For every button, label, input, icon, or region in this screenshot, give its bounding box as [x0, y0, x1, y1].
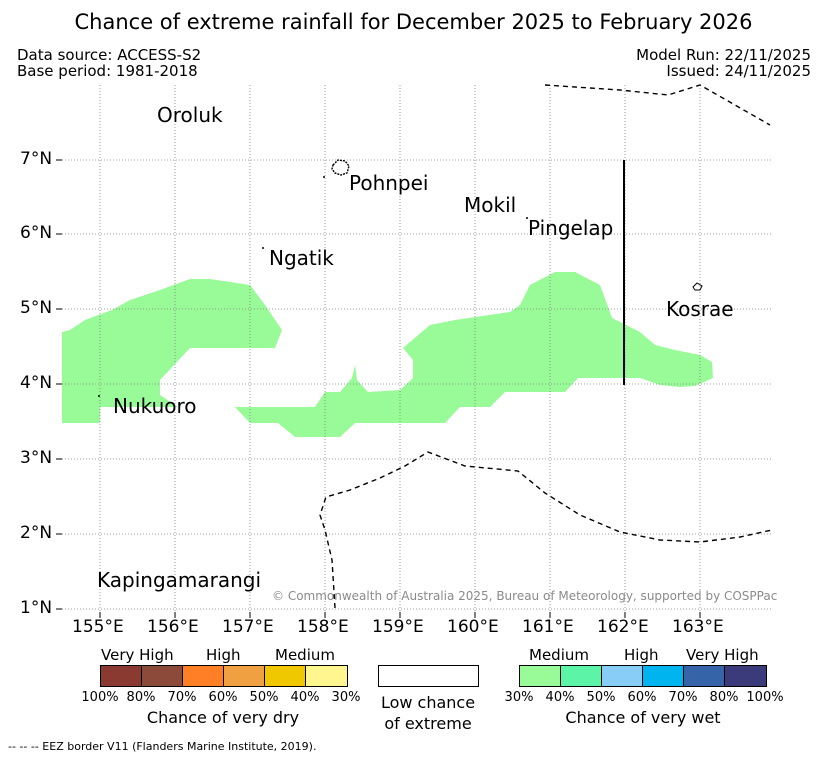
- issued-date-label: Issued: 24/11/2025: [666, 62, 811, 80]
- dry-swatch-100-80: [101, 666, 142, 686]
- dry-pct-30: 30%: [331, 690, 361, 705]
- place-label-ngatik: Ngatik: [269, 246, 334, 270]
- place-label-kosrae: Kosrae: [666, 297, 734, 321]
- lon-label-160e: 160°E: [447, 617, 499, 637]
- nukuoro-dot: [98, 395, 100, 397]
- lat-label-2n: 2°N: [20, 523, 53, 543]
- wet-swatch-60-70: [643, 666, 684, 686]
- wet-pct-100: 100%: [746, 690, 784, 705]
- dry-pct-60: 60%: [208, 690, 238, 705]
- wet-pct-80: 80%: [709, 690, 739, 705]
- pingelap-dot: [526, 217, 528, 219]
- place-label-pingelap: Pingelap: [528, 216, 614, 240]
- wet-category-very-high: Very High: [686, 646, 759, 664]
- low-chance-line2: of extreme: [384, 714, 472, 733]
- wet-category-high: High: [624, 646, 659, 664]
- lat-label-4n: 4°N: [20, 373, 53, 393]
- place-label-oroluk: Oroluk: [157, 103, 223, 127]
- low-chance-swatch: [378, 665, 479, 687]
- low-chance-line1: Low chance: [380, 693, 476, 712]
- lat-label-7n: 7°N: [20, 149, 53, 169]
- dry-category-high: High: [206, 646, 241, 664]
- lon-label-158e: 158°E: [297, 617, 349, 637]
- axis-ticks: [56, 159, 701, 618]
- lon-label-161e: 161°E: [522, 617, 574, 637]
- lon-label-156e: 156°E: [147, 617, 199, 637]
- dry-swatch-80-70: [142, 666, 183, 686]
- wet-colorbar: [519, 665, 767, 687]
- lon-label-163e: 163°E: [672, 617, 724, 637]
- place-label-nukuoro: Nukuoro: [113, 394, 197, 418]
- lat-label-3n: 3°N: [20, 448, 53, 468]
- wet-pct-30: 30%: [504, 690, 534, 705]
- dry-swatch-70-60: [183, 666, 224, 686]
- place-label-mokil: Mokil: [464, 193, 517, 217]
- wet-swatch-40-50: [561, 666, 602, 686]
- wet-legend-title: Chance of very wet: [565, 708, 721, 727]
- wet-swatch-30-40: [520, 666, 561, 686]
- dry-swatch-60-50: [224, 666, 265, 686]
- ant-atoll-dot: [323, 176, 325, 178]
- dry-pct-100: 100%: [81, 690, 119, 705]
- eez-border: [319, 84, 773, 609]
- lon-label-157e: 157°E: [222, 617, 274, 637]
- lat-label-5n: 5°N: [20, 298, 53, 318]
- dry-category-medium: Medium: [275, 646, 335, 664]
- lat-label-1n: 1°N: [20, 598, 53, 618]
- dry-pct-50: 50%: [249, 690, 279, 705]
- wet-swatch-70-80: [684, 666, 725, 686]
- place-label-pohnpei: Pohnpei: [349, 171, 429, 195]
- dry-swatch-50-40: [265, 666, 306, 686]
- lon-label-155e: 155°E: [72, 617, 124, 637]
- wet-pct-40: 40%: [545, 690, 575, 705]
- dry-colorbar: [100, 665, 348, 687]
- wet-pct-50: 50%: [586, 690, 616, 705]
- wet-category-medium: Medium: [529, 646, 589, 664]
- dry-category-very-high: Very High: [101, 646, 174, 664]
- wet-swatch-80-100: [725, 666, 766, 686]
- data-source-label: Data source: ACCESS-S2: [17, 46, 202, 64]
- lon-label-159e: 159°E: [372, 617, 424, 637]
- wet-swatch-50-60: [602, 666, 643, 686]
- dry-pct-40: 40%: [290, 690, 320, 705]
- eez-footnote: -- -- -- EEZ border V11 (Flanders Marine…: [8, 740, 317, 753]
- pohnpei-island: [331, 159, 350, 176]
- model-run-label: Model Run: 22/11/2025: [636, 46, 811, 64]
- kosrae-island: [692, 282, 703, 291]
- dry-pct-70: 70%: [167, 690, 197, 705]
- map-grid: [62, 85, 772, 612]
- dry-legend-title: Chance of very dry: [146, 708, 300, 727]
- dry-swatch-40-30: [306, 666, 347, 686]
- ngatik-dot: [262, 247, 264, 249]
- place-label-kapingamarangi: Kapingamarangi: [97, 568, 262, 592]
- wet-pct-70: 70%: [668, 690, 698, 705]
- base-period-label: Base period: 1981-2018: [17, 62, 198, 80]
- copyright-notice: © Commonwealth of Australia 2025, Bureau…: [272, 589, 778, 603]
- dry-pct-80: 80%: [126, 690, 156, 705]
- wet-pct-60: 60%: [627, 690, 657, 705]
- lat-label-6n: 6°N: [20, 223, 53, 243]
- map-title: Chance of extreme rainfall for December …: [74, 10, 753, 34]
- lon-label-162e: 162°E: [597, 617, 649, 637]
